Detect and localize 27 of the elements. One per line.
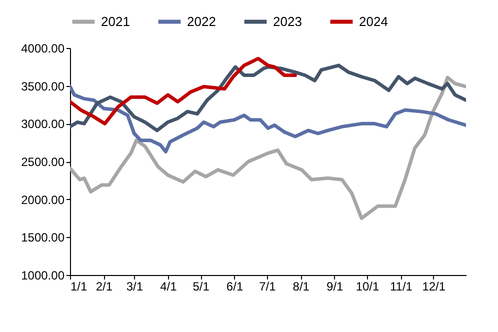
line-series (70, 84, 466, 154)
line-series (70, 76, 466, 220)
y-tick-label: 1500.00 (21, 230, 65, 245)
legend-label: 2021 (101, 14, 130, 29)
y-tick-label: 2500.00 (21, 155, 65, 169)
x-tick-label: 4/1 (160, 280, 178, 294)
x-tick-label: 2/1 (96, 280, 113, 294)
x-tick-label: 11/1 (390, 280, 413, 294)
x-tick-label: 10/1 (356, 280, 380, 294)
legend-label: 2024 (359, 14, 388, 29)
legend-label: 2023 (273, 14, 302, 29)
y-tick-label: 1000.00 (21, 268, 65, 282)
line-series (70, 56, 297, 126)
x-tick-label: 6/1 (226, 280, 244, 294)
legend-label: 2022 (187, 14, 216, 29)
y-tick-label: 4000.00 (21, 42, 65, 56)
y-tick-label: 3500.00 (21, 79, 65, 94)
line-series (70, 64, 466, 132)
x-tick-label: 12/1 (422, 280, 446, 294)
x-tick-label: 3/1 (126, 280, 144, 294)
y-tick-label: 2000.00 (21, 192, 65, 207)
x-tick-label: 1/1 (70, 280, 88, 294)
y-tick-label: 3000.00 (21, 117, 65, 132)
x-tick-label: 9/1 (326, 280, 344, 294)
x-tick-label: 5/1 (192, 280, 210, 294)
x-tick-label: 8/1 (292, 280, 310, 294)
x-tick-label: 7/1 (259, 280, 276, 294)
